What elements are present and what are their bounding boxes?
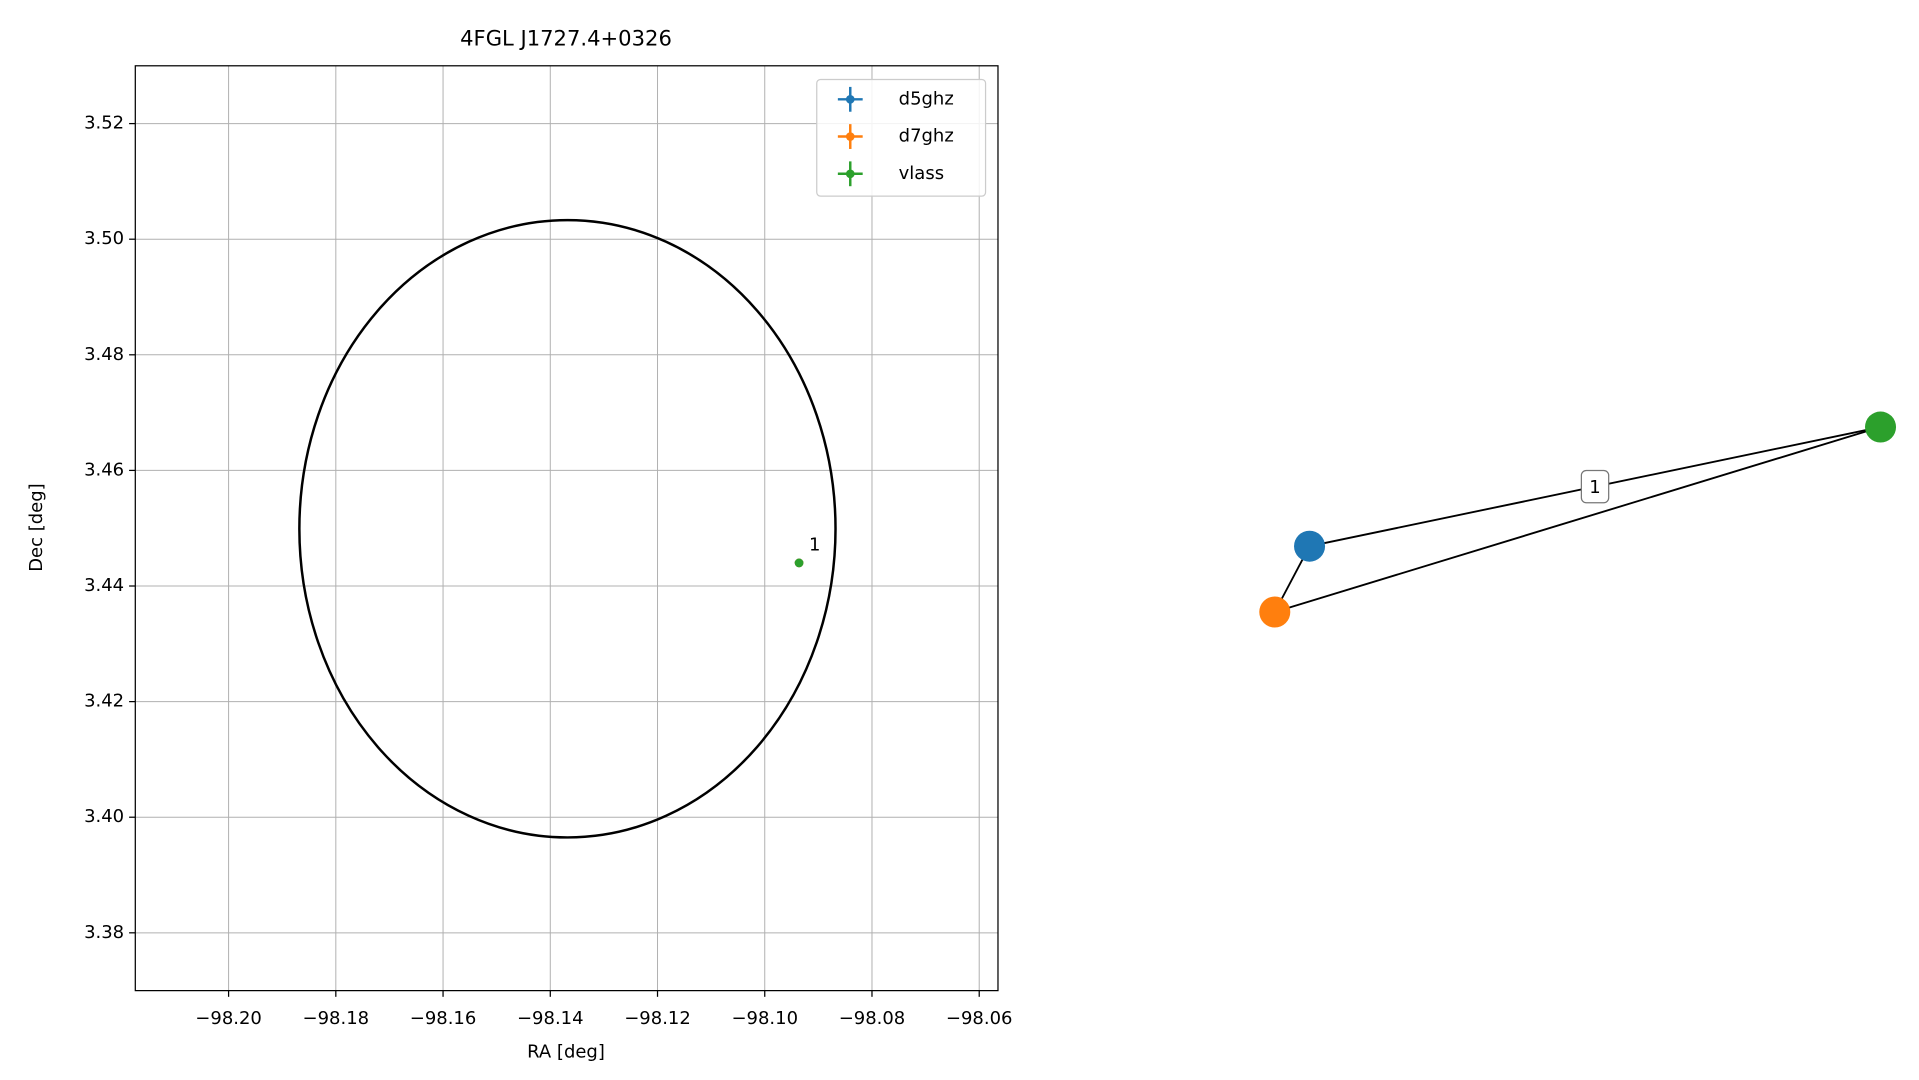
y-tick-label: 3.50 bbox=[84, 228, 124, 249]
x-tick-label: −98.16 bbox=[410, 1008, 477, 1029]
point-label: 1 bbox=[809, 535, 820, 556]
legend-marker bbox=[845, 94, 855, 104]
y-tick-label: 3.40 bbox=[84, 806, 124, 827]
x-tick-label: −98.14 bbox=[517, 1008, 584, 1029]
y-tick-label: 3.38 bbox=[84, 922, 124, 943]
plot-frame bbox=[134, 65, 999, 992]
graph-node bbox=[1294, 530, 1326, 562]
graph-edge bbox=[1274, 426, 1881, 613]
legend-label: d5ghz bbox=[899, 88, 954, 109]
legend-box bbox=[816, 78, 987, 197]
y-tick-label: 3.46 bbox=[84, 459, 124, 480]
legend-label: vlass bbox=[899, 163, 944, 184]
chart-title: 4FGL J1727.4+0326 bbox=[460, 26, 672, 51]
edge-label: 1 bbox=[1589, 477, 1600, 498]
y-tick-label: 3.44 bbox=[84, 575, 124, 596]
graph-node bbox=[1865, 411, 1897, 443]
localization-ellipse bbox=[298, 218, 837, 839]
y-axis-label: Dec [deg] bbox=[26, 483, 47, 571]
legend-marker bbox=[845, 132, 855, 141]
x-tick-label: −98.06 bbox=[946, 1008, 1013, 1029]
x-tick-label: −98.10 bbox=[731, 1008, 798, 1029]
x-tick-label: −98.18 bbox=[303, 1008, 370, 1029]
y-tick-label: 3.42 bbox=[84, 691, 124, 712]
graph-node bbox=[1259, 596, 1291, 628]
legend: d5ghz d7ghz vlass bbox=[816, 78, 987, 197]
legend-label: d7ghz bbox=[899, 126, 954, 147]
x-axis-label: RA [deg] bbox=[527, 1042, 605, 1063]
edge-label-box bbox=[1580, 469, 1610, 504]
x-tick-label: −98.20 bbox=[195, 1008, 262, 1029]
y-tick-label: 3.48 bbox=[84, 344, 124, 365]
x-tick-label: −98.12 bbox=[624, 1008, 691, 1029]
y-tick-label: 3.52 bbox=[84, 113, 124, 134]
x-tick-label: −98.08 bbox=[839, 1008, 906, 1029]
legend-marker bbox=[845, 169, 855, 179]
data-point bbox=[794, 558, 804, 568]
